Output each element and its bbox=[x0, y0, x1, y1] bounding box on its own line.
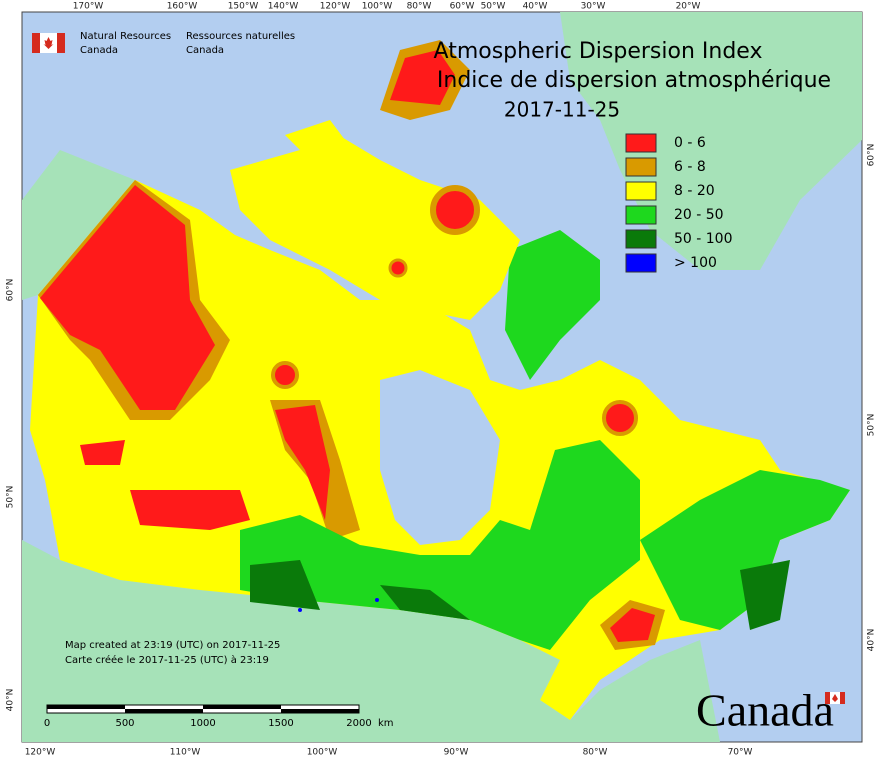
legend-label: 8 - 20 bbox=[674, 183, 715, 199]
scale-label: 1500 bbox=[268, 718, 293, 729]
top-tick-label: 160°W bbox=[167, 2, 198, 12]
bottom-tick-label: 70°W bbox=[728, 748, 753, 758]
agency-flag bbox=[32, 33, 65, 53]
blue-dot bbox=[375, 598, 379, 602]
legend-swatch bbox=[625, 253, 657, 273]
right-tick-label: 50°N bbox=[867, 414, 877, 437]
scale-unit: km bbox=[378, 718, 394, 729]
legend-label: 6 - 8 bbox=[674, 159, 706, 175]
left-tick-label: 50°N bbox=[6, 486, 16, 509]
nova-scotia-dark bbox=[740, 560, 790, 630]
quebec-red bbox=[602, 400, 638, 436]
scale-labels: 0 500 1000 1500 2000 km bbox=[44, 718, 394, 729]
blue-dot bbox=[298, 608, 302, 612]
left-tick-label: 40°N bbox=[6, 689, 16, 712]
legend-label: > 100 bbox=[674, 255, 717, 271]
legend-swatch bbox=[625, 229, 657, 249]
dark-green-2 bbox=[380, 585, 470, 620]
top-tick-label: 60°W bbox=[450, 2, 475, 12]
title: Atmospheric Dispersion Index bbox=[434, 39, 763, 64]
title: Indice de dispersion atmosphérique bbox=[437, 68, 831, 93]
legend-swatch bbox=[625, 205, 657, 225]
legend-swatch bbox=[625, 181, 657, 201]
wordmark: Canada bbox=[696, 685, 834, 736]
top-tick-label: 40°W bbox=[523, 2, 548, 12]
note: Map created at 23:19 (UTC) on 2017-11-25 bbox=[65, 640, 280, 651]
legend-swatch bbox=[625, 133, 657, 153]
scale-label: 0 bbox=[44, 718, 50, 729]
east-green bbox=[240, 440, 640, 650]
left-tick-label: 60°N bbox=[6, 279, 16, 302]
nwt-red bbox=[271, 361, 299, 389]
legend-label: 0 - 6 bbox=[674, 135, 706, 151]
scale-label: 2000 bbox=[346, 718, 371, 729]
coast-red bbox=[80, 440, 125, 465]
legend-swatch bbox=[625, 157, 657, 177]
top-tick-label: 170°W bbox=[73, 2, 104, 12]
wordmark-flag bbox=[825, 692, 845, 704]
baffin-green bbox=[505, 230, 600, 380]
top-tick-label: 140°W bbox=[268, 2, 299, 12]
agency-en: Canada bbox=[80, 45, 118, 56]
graticule-labels: 170°W 160°W 150°W 140°W 120°W 100°W 80°W 60°W 50… bbox=[6, 2, 877, 758]
west-red bbox=[40, 185, 215, 410]
top-tick-label: 150°W bbox=[228, 2, 259, 12]
note: Carte créée le 2017-11-25 (UTC) à 23:19 bbox=[65, 654, 269, 666]
maritime-green bbox=[640, 470, 850, 630]
top-tick-label: 50°W bbox=[481, 2, 506, 12]
agency-fr: Ressources naturelles bbox=[186, 31, 295, 42]
bc-red bbox=[130, 490, 250, 530]
south-red bbox=[610, 608, 655, 642]
baffin-red bbox=[430, 185, 480, 235]
arctic-islands bbox=[230, 130, 520, 320]
right-tick-label: 60°N bbox=[867, 144, 877, 167]
hudson-bay bbox=[380, 370, 500, 545]
island-red bbox=[388, 258, 408, 278]
scale-label: 500 bbox=[115, 718, 134, 729]
prairie-red bbox=[275, 405, 330, 520]
date: 2017-11-25 bbox=[504, 98, 620, 122]
island bbox=[285, 120, 345, 150]
legend-label: 50 - 100 bbox=[674, 231, 733, 247]
russia-land bbox=[22, 150, 135, 300]
top-tick-label: 100°W bbox=[362, 2, 393, 12]
scale-label: 1000 bbox=[190, 718, 215, 729]
top-tick-label: 30°W bbox=[581, 2, 606, 12]
legend-label: 20 - 50 bbox=[674, 207, 724, 223]
top-tick-label: 20°W bbox=[676, 2, 701, 12]
bottom-tick-label: 100°W bbox=[307, 748, 338, 758]
agency-en: Natural Resources bbox=[80, 31, 171, 42]
ellesmere-red bbox=[390, 50, 455, 105]
bottom-tick-label: 120°W bbox=[25, 748, 56, 758]
agency-fr: Canada bbox=[186, 45, 224, 56]
greenland bbox=[560, 12, 862, 270]
scale-bar bbox=[46, 704, 360, 714]
bottom-tick-label: 90°W bbox=[444, 748, 469, 758]
usa-land bbox=[22, 540, 720, 742]
dark-green-1 bbox=[250, 560, 320, 610]
legend: 0 - 6 6 - 8 8 - 20 20 - 50 50 - 100 > 100 bbox=[625, 133, 733, 273]
bottom-tick-label: 80°W bbox=[583, 748, 608, 758]
bottom-tick-label: 110°W bbox=[170, 748, 201, 758]
right-tick-label: 40°N bbox=[867, 629, 877, 652]
top-tick-label: 80°W bbox=[407, 2, 432, 12]
top-tick-label: 120°W bbox=[320, 2, 351, 12]
